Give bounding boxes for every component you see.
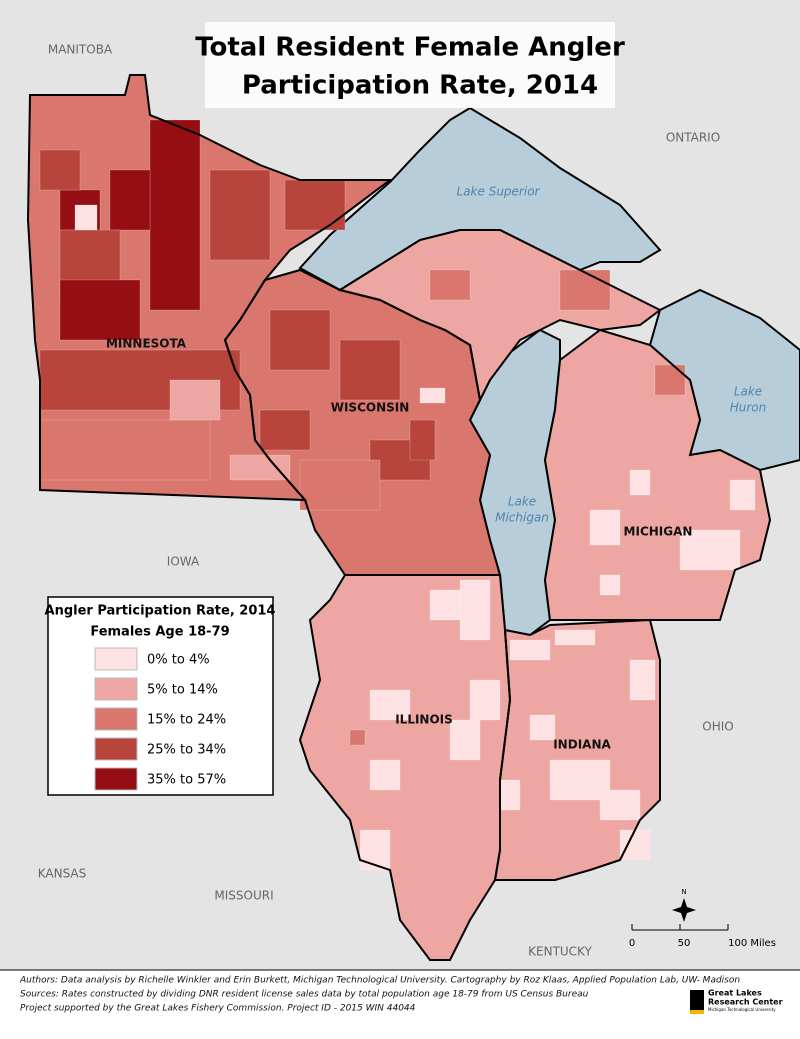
county-patch xyxy=(679,529,741,571)
state-label: MINNESOTA xyxy=(106,337,187,351)
legend-subtitle: Females Age 18-79 xyxy=(90,625,229,640)
county-patch xyxy=(74,204,98,231)
logo-mark xyxy=(690,990,704,1010)
legend-swatch xyxy=(94,767,138,791)
scale-label: 50 xyxy=(678,938,691,949)
scale-label: 0 xyxy=(629,938,635,949)
county-patch xyxy=(209,169,271,261)
county-patch xyxy=(599,574,621,596)
county-patch xyxy=(359,829,391,871)
county-patch xyxy=(39,149,81,191)
legend: Angler Participation Rate, 2014 Females … xyxy=(45,596,276,796)
lake-label: Lake xyxy=(508,495,536,509)
lake-label: Michigan xyxy=(495,511,549,525)
county-patch xyxy=(299,459,381,511)
county-patch xyxy=(284,179,346,231)
county-patch xyxy=(469,679,501,721)
state-label: ILLINOIS xyxy=(395,713,453,727)
county-patch xyxy=(109,169,151,231)
lakes xyxy=(298,106,800,637)
county-patch xyxy=(369,759,401,791)
county-patch xyxy=(509,639,551,661)
county-patch xyxy=(59,279,141,341)
county-patch xyxy=(619,829,651,861)
county-patch xyxy=(654,364,686,396)
county-patch xyxy=(429,589,461,621)
title: Participation Rate, 2014 xyxy=(242,71,598,101)
region-label: KENTUCKY xyxy=(528,945,592,959)
lake-label: Lake Superior xyxy=(457,185,541,199)
michigan-upper-outline xyxy=(337,229,662,404)
title: Total Resident Female Angler xyxy=(195,33,625,63)
indiana-outline xyxy=(493,618,661,881)
michigan-lower-outline xyxy=(543,328,772,621)
county-patch xyxy=(429,269,471,301)
scale-bar: 0 50 100 Miles xyxy=(629,924,776,949)
county-patch xyxy=(629,469,651,496)
county-patch xyxy=(259,409,311,451)
county-patch xyxy=(554,629,596,646)
credit-line: Authors: Data analysis by Richelle Winkl… xyxy=(19,976,740,986)
logo-text: Michigan Technological University xyxy=(708,1007,776,1012)
scale-label: 100 Miles xyxy=(728,938,776,949)
legend-swatch xyxy=(94,677,138,701)
region-label: KANSAS xyxy=(38,867,87,881)
region-label: ONTARIO xyxy=(666,131,720,145)
legend-swatch xyxy=(94,647,138,671)
lake-label: Huron xyxy=(730,401,767,415)
county-patch xyxy=(419,387,446,404)
county-patch xyxy=(409,419,436,461)
legend-label: 5% to 14% xyxy=(147,683,218,698)
legend-label: 35% to 57% xyxy=(147,773,226,788)
state-outlines xyxy=(26,74,772,961)
county-patch xyxy=(349,729,366,746)
legend-swatch xyxy=(94,737,138,761)
legend-box xyxy=(47,596,274,796)
illinois xyxy=(300,575,510,960)
legend-title: Angler Participation Rate, 2014 xyxy=(45,604,276,619)
north-arrow: N xyxy=(672,888,696,922)
county-patches xyxy=(39,119,756,871)
state-label: MICHIGAN xyxy=(624,525,693,539)
county-patch xyxy=(499,779,521,811)
county-patch xyxy=(589,509,621,546)
region-label: MANITOBA xyxy=(48,43,113,57)
county-patch xyxy=(369,689,411,721)
legend-label: 0% to 4% xyxy=(147,653,210,668)
legend-label: 15% to 24% xyxy=(147,713,226,728)
county-patch xyxy=(269,309,331,371)
legend-label: 25% to 34% xyxy=(147,743,226,758)
state-label: INDIANA xyxy=(553,738,611,752)
county-patch xyxy=(629,659,656,701)
county-patch xyxy=(559,269,611,311)
county-patch xyxy=(459,579,491,641)
north-label: N xyxy=(681,888,686,896)
county-patch xyxy=(229,454,291,481)
logo-mark xyxy=(690,1010,704,1014)
region-label: OHIO xyxy=(702,720,733,734)
legend-swatch xyxy=(94,707,138,731)
county-patch xyxy=(339,339,401,401)
logo-text: Research Center xyxy=(708,998,783,1007)
logo-text: Great Lakes xyxy=(708,989,762,998)
county-patch xyxy=(729,479,756,511)
county-patch xyxy=(529,714,556,741)
county-patch xyxy=(599,789,641,821)
region-label: IOWA xyxy=(167,555,200,569)
title-box xyxy=(205,22,615,108)
lake-label: Lake xyxy=(734,385,762,399)
state-label: WISCONSIN xyxy=(331,401,410,415)
county-patch xyxy=(39,419,211,481)
credit-line: Sources: Rates constructed by dividing D… xyxy=(20,990,589,1000)
region-label: MISSOURI xyxy=(214,889,273,903)
credit-line: Project supported by the Great Lakes Fis… xyxy=(20,1004,416,1014)
county-patch xyxy=(449,719,481,761)
county-patch xyxy=(149,119,201,311)
county-patch xyxy=(169,379,221,421)
